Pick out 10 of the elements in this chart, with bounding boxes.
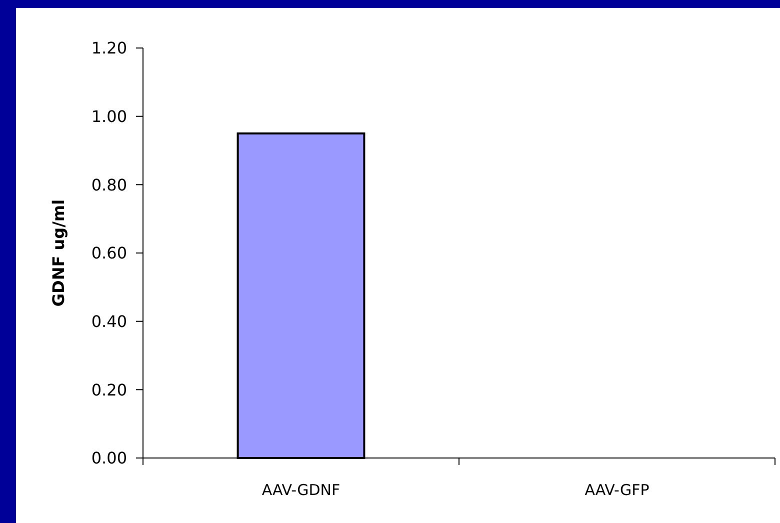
y-tick-label: 0.60 (91, 244, 127, 263)
y-tick-label: 1.00 (91, 106, 127, 126)
y-tick-label: 0.40 (91, 312, 127, 331)
y-tick-label: 1.20 (91, 38, 127, 58)
x-tick-label: AAV-GDNF (262, 481, 340, 499)
x-tick-label: AAV-GFP (584, 481, 650, 499)
y-axis-title: GDNF ug/ml (49, 199, 68, 307)
y-tick-label: 0.00 (91, 448, 127, 468)
y-tick-label: 0.20 (91, 380, 127, 400)
y-tick-label: 0.80 (91, 175, 127, 194)
